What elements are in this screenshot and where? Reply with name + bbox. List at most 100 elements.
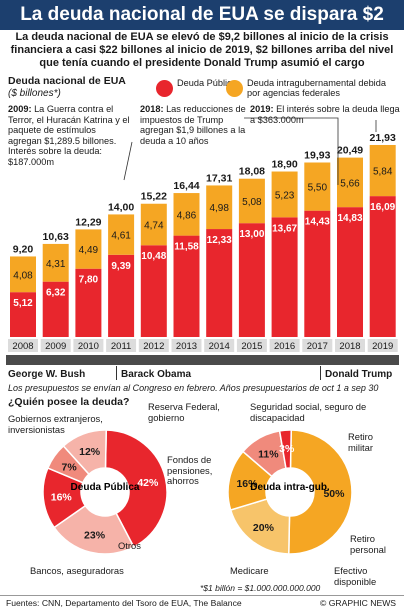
bar-intragov-2016 <box>271 171 298 218</box>
label-banks: Bancos, aseguradoras <box>30 565 124 576</box>
bar-public-2011 <box>108 254 135 337</box>
intragov-pie-slice-label-0: 50% <box>323 488 345 500</box>
tick-label-2017: 2017 <box>307 341 328 352</box>
bar-public-2015 <box>238 223 265 337</box>
label-foreign: Gobiernos extranjeros, inversionistas <box>8 413 103 435</box>
bar-public-2017 <box>304 210 331 337</box>
label-public-2009: 6,32 <box>46 288 66 299</box>
bar-intragov-2013 <box>173 193 200 236</box>
legend-public-swatch <box>156 80 173 97</box>
label-intragov-2019: 5,84 <box>373 167 393 178</box>
label-total-2015: 18,08 <box>239 166 265 178</box>
president-trump: Donald Trump <box>325 369 393 380</box>
footer-sources: Fuentes: CNN, Departamento del Tsoro de … <box>6 598 242 608</box>
bar-intragov-2018 <box>337 157 363 208</box>
bar-intragov-2008 <box>10 256 36 293</box>
bar-intragov-2014 <box>206 185 233 230</box>
year-box-2018 <box>335 339 365 352</box>
divider-trump <box>320 366 321 380</box>
legend-intragov-swatch <box>226 80 243 97</box>
bar-public-2009 <box>42 281 69 337</box>
public-pie-center-label: Deuda Pública <box>71 482 140 493</box>
year-box-2016 <box>269 339 300 352</box>
label-public-2014: 12,33 <box>207 235 232 246</box>
label-total-2019: 21,93 <box>370 132 396 144</box>
president-obama: Barack Obama <box>121 369 192 380</box>
label-public-2013: 11,58 <box>174 242 199 253</box>
public-pie-slice-0 <box>104 429 168 548</box>
label-intragov-2013: 4,86 <box>177 210 197 221</box>
label-intragov-2018: 5,66 <box>340 178 360 189</box>
page-title: La deuda nacional de EUA se dispara $2 b… <box>0 0 404 55</box>
label-public-2012: 10,48 <box>141 251 166 262</box>
public-pie-slice-label-3: 7% <box>62 462 78 474</box>
label-intragov-2016: 5,23 <box>275 190 295 201</box>
intragov-pie-slice-label-1: 20% <box>253 522 275 534</box>
legend-intragov-label: Deuda intragubernamental debida por agen… <box>247 78 386 98</box>
year-box-2011 <box>106 339 137 352</box>
intragov-pie-center <box>267 469 313 515</box>
tick-label-2018: 2018 <box>339 341 360 352</box>
bar-intragov-2012 <box>140 203 167 246</box>
scale-note: *$1 billón = $1.000.000.000.000 <box>200 583 321 593</box>
intragov-pie-slice-label-2: 16% <box>236 478 258 490</box>
bar-intragov-2019 <box>369 144 396 197</box>
label-public-2015: 13,00 <box>239 229 264 240</box>
note-2009-pointer <box>123 141 133 181</box>
label-total-2014: 17,31 <box>206 172 232 184</box>
divider-obama <box>116 366 117 380</box>
year-box-2019 <box>367 339 398 352</box>
bar-public-2010 <box>75 268 102 337</box>
bar-footnote: Los presupuestos se envían al Congreso e… <box>8 383 379 393</box>
label-intragov-2009: 4,31 <box>46 259 66 270</box>
bar-intragov-2015 <box>238 178 265 224</box>
label-ss: Seguridad social, seguro de discapacidad <box>250 401 367 423</box>
tick-label-2009: 2009 <box>45 341 66 352</box>
bar-public-2008 <box>10 292 36 337</box>
intragov-pie-center-label: Deuda intra-gub. <box>250 482 330 493</box>
label-intragov-2014: 4,98 <box>209 203 229 214</box>
public-pie-slice-label-0: 42% <box>137 477 159 489</box>
public-pie-slice-label-4: 12% <box>79 446 101 458</box>
label-total-2013: 16,44 <box>173 180 199 192</box>
label-fed: Reserva Federal, gobierno <box>148 401 220 423</box>
label-intragov-2012: 4,74 <box>144 220 164 231</box>
bar-public-2019 <box>369 196 396 337</box>
intragov-pie-slice-0 <box>287 429 353 555</box>
tick-label-2019: 2019 <box>372 341 393 352</box>
year-box-2009 <box>40 339 71 352</box>
tick-label-2015: 2015 <box>241 341 262 352</box>
label-cash: Efectivo disponible <box>334 565 377 587</box>
footer-divider <box>0 595 404 596</box>
tick-label-2010: 2010 <box>78 341 99 352</box>
pie-question: ¿Quién posee la deuda? <box>8 396 130 408</box>
bar-public-2012 <box>140 245 167 337</box>
label-medicare: Medicare <box>230 565 269 576</box>
label-intragov-2011: 4,61 <box>111 231 131 242</box>
label-total-2011: 14,00 <box>108 201 134 213</box>
public-pie-slice-1 <box>53 504 135 555</box>
bar-public-2013 <box>173 235 200 337</box>
label-public-2017: 14,43 <box>305 217 330 228</box>
note-2018-pointer <box>244 117 339 185</box>
bar-public-2018 <box>337 207 363 337</box>
label-intragov-2017: 5,50 <box>308 183 328 194</box>
note-2018: 2018: Las reducciones de impuestos de Tr… <box>140 104 246 146</box>
label-total-2012: 15,22 <box>141 191 167 203</box>
year-box-2015 <box>236 339 267 352</box>
year-box-2012 <box>138 339 169 352</box>
bar-intragov-2017 <box>304 162 331 211</box>
label-others: Otros <box>118 540 141 551</box>
label-intragov-2010: 4,49 <box>79 245 99 256</box>
bar-public-2014 <box>206 229 233 337</box>
label-public-2011: 9,39 <box>111 261 131 272</box>
tick-label-2012: 2012 <box>143 341 164 352</box>
label-total-2016: 18,90 <box>271 159 297 171</box>
public-pie-slice-label-1: 23% <box>84 530 106 542</box>
year-box-2008 <box>8 339 38 352</box>
note-2019: 2019: El interés sobre la deuda llega a … <box>250 104 400 125</box>
bar-intragov-2011 <box>108 214 135 255</box>
president-timeline <box>6 355 399 365</box>
year-box-2014 <box>204 339 235 352</box>
label-public-2010: 7,80 <box>79 275 99 286</box>
